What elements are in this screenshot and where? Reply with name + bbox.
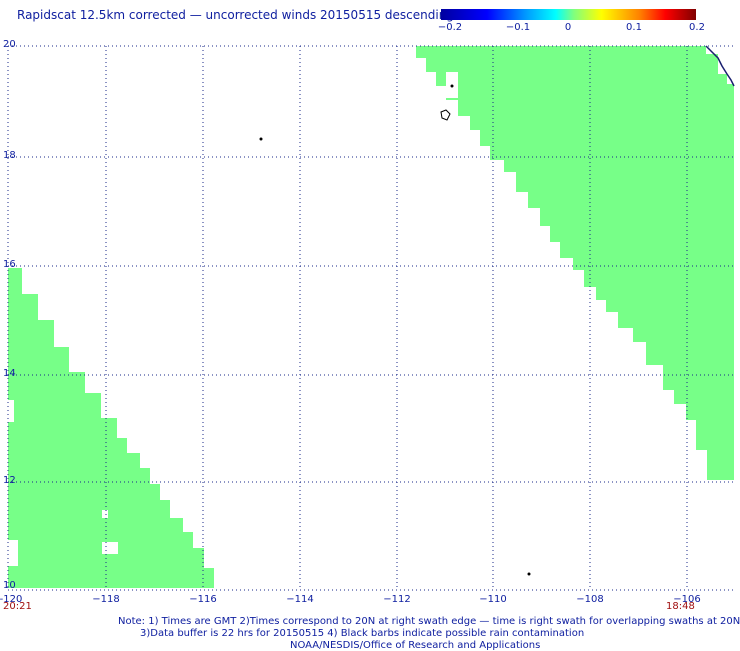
island	[527, 572, 531, 576]
note-line-1: Note: 1) Times are GMT 2)Times correspon…	[118, 616, 740, 627]
lat-label: 16	[3, 259, 16, 270]
lon-label: -120	[0, 594, 23, 605]
island	[450, 84, 454, 88]
right-swath-time: 18:48	[666, 601, 695, 612]
island	[440, 109, 451, 121]
lon-label: −106	[673, 594, 701, 605]
map-title: Rapidscat 12.5km corrected — uncorrected…	[17, 8, 454, 22]
lon-label: −118	[92, 594, 120, 605]
lat-label: 10	[3, 580, 16, 591]
swath-gap	[102, 510, 108, 518]
note-line-2: 3)Data buffer is 22 hrs for 20150515 4) …	[140, 628, 585, 639]
coastline	[705, 45, 735, 87]
colorbar	[441, 9, 696, 20]
swath-gap	[102, 542, 118, 554]
lon-label: −112	[383, 594, 411, 605]
swath-gap	[8, 540, 18, 566]
lat-label: 14	[3, 368, 16, 379]
swath-gap	[8, 400, 14, 422]
lat-label: 20	[3, 39, 16, 50]
graticule	[7, 45, 734, 591]
colorbar-label: 0.2	[689, 22, 705, 33]
colorbar-label: −0.2	[437, 22, 463, 33]
lon-label: −114	[286, 594, 314, 605]
island	[259, 137, 263, 141]
swath-left	[8, 268, 214, 588]
lat-label: 18	[3, 150, 16, 161]
left-swath-time: 20:21	[3, 601, 32, 612]
colorbar-label: 0	[564, 22, 572, 33]
note-line-3: NOAA/NESDIS/Office of Research and Appli…	[290, 640, 541, 651]
lat-label: 12	[3, 475, 16, 486]
colorbar-label: −0.1	[505, 22, 531, 33]
swath-right	[416, 46, 734, 480]
lon-label: −108	[576, 594, 604, 605]
colorbar-label: 0.1	[626, 22, 642, 33]
lon-label: −116	[189, 594, 217, 605]
lon-label: −110	[479, 594, 507, 605]
